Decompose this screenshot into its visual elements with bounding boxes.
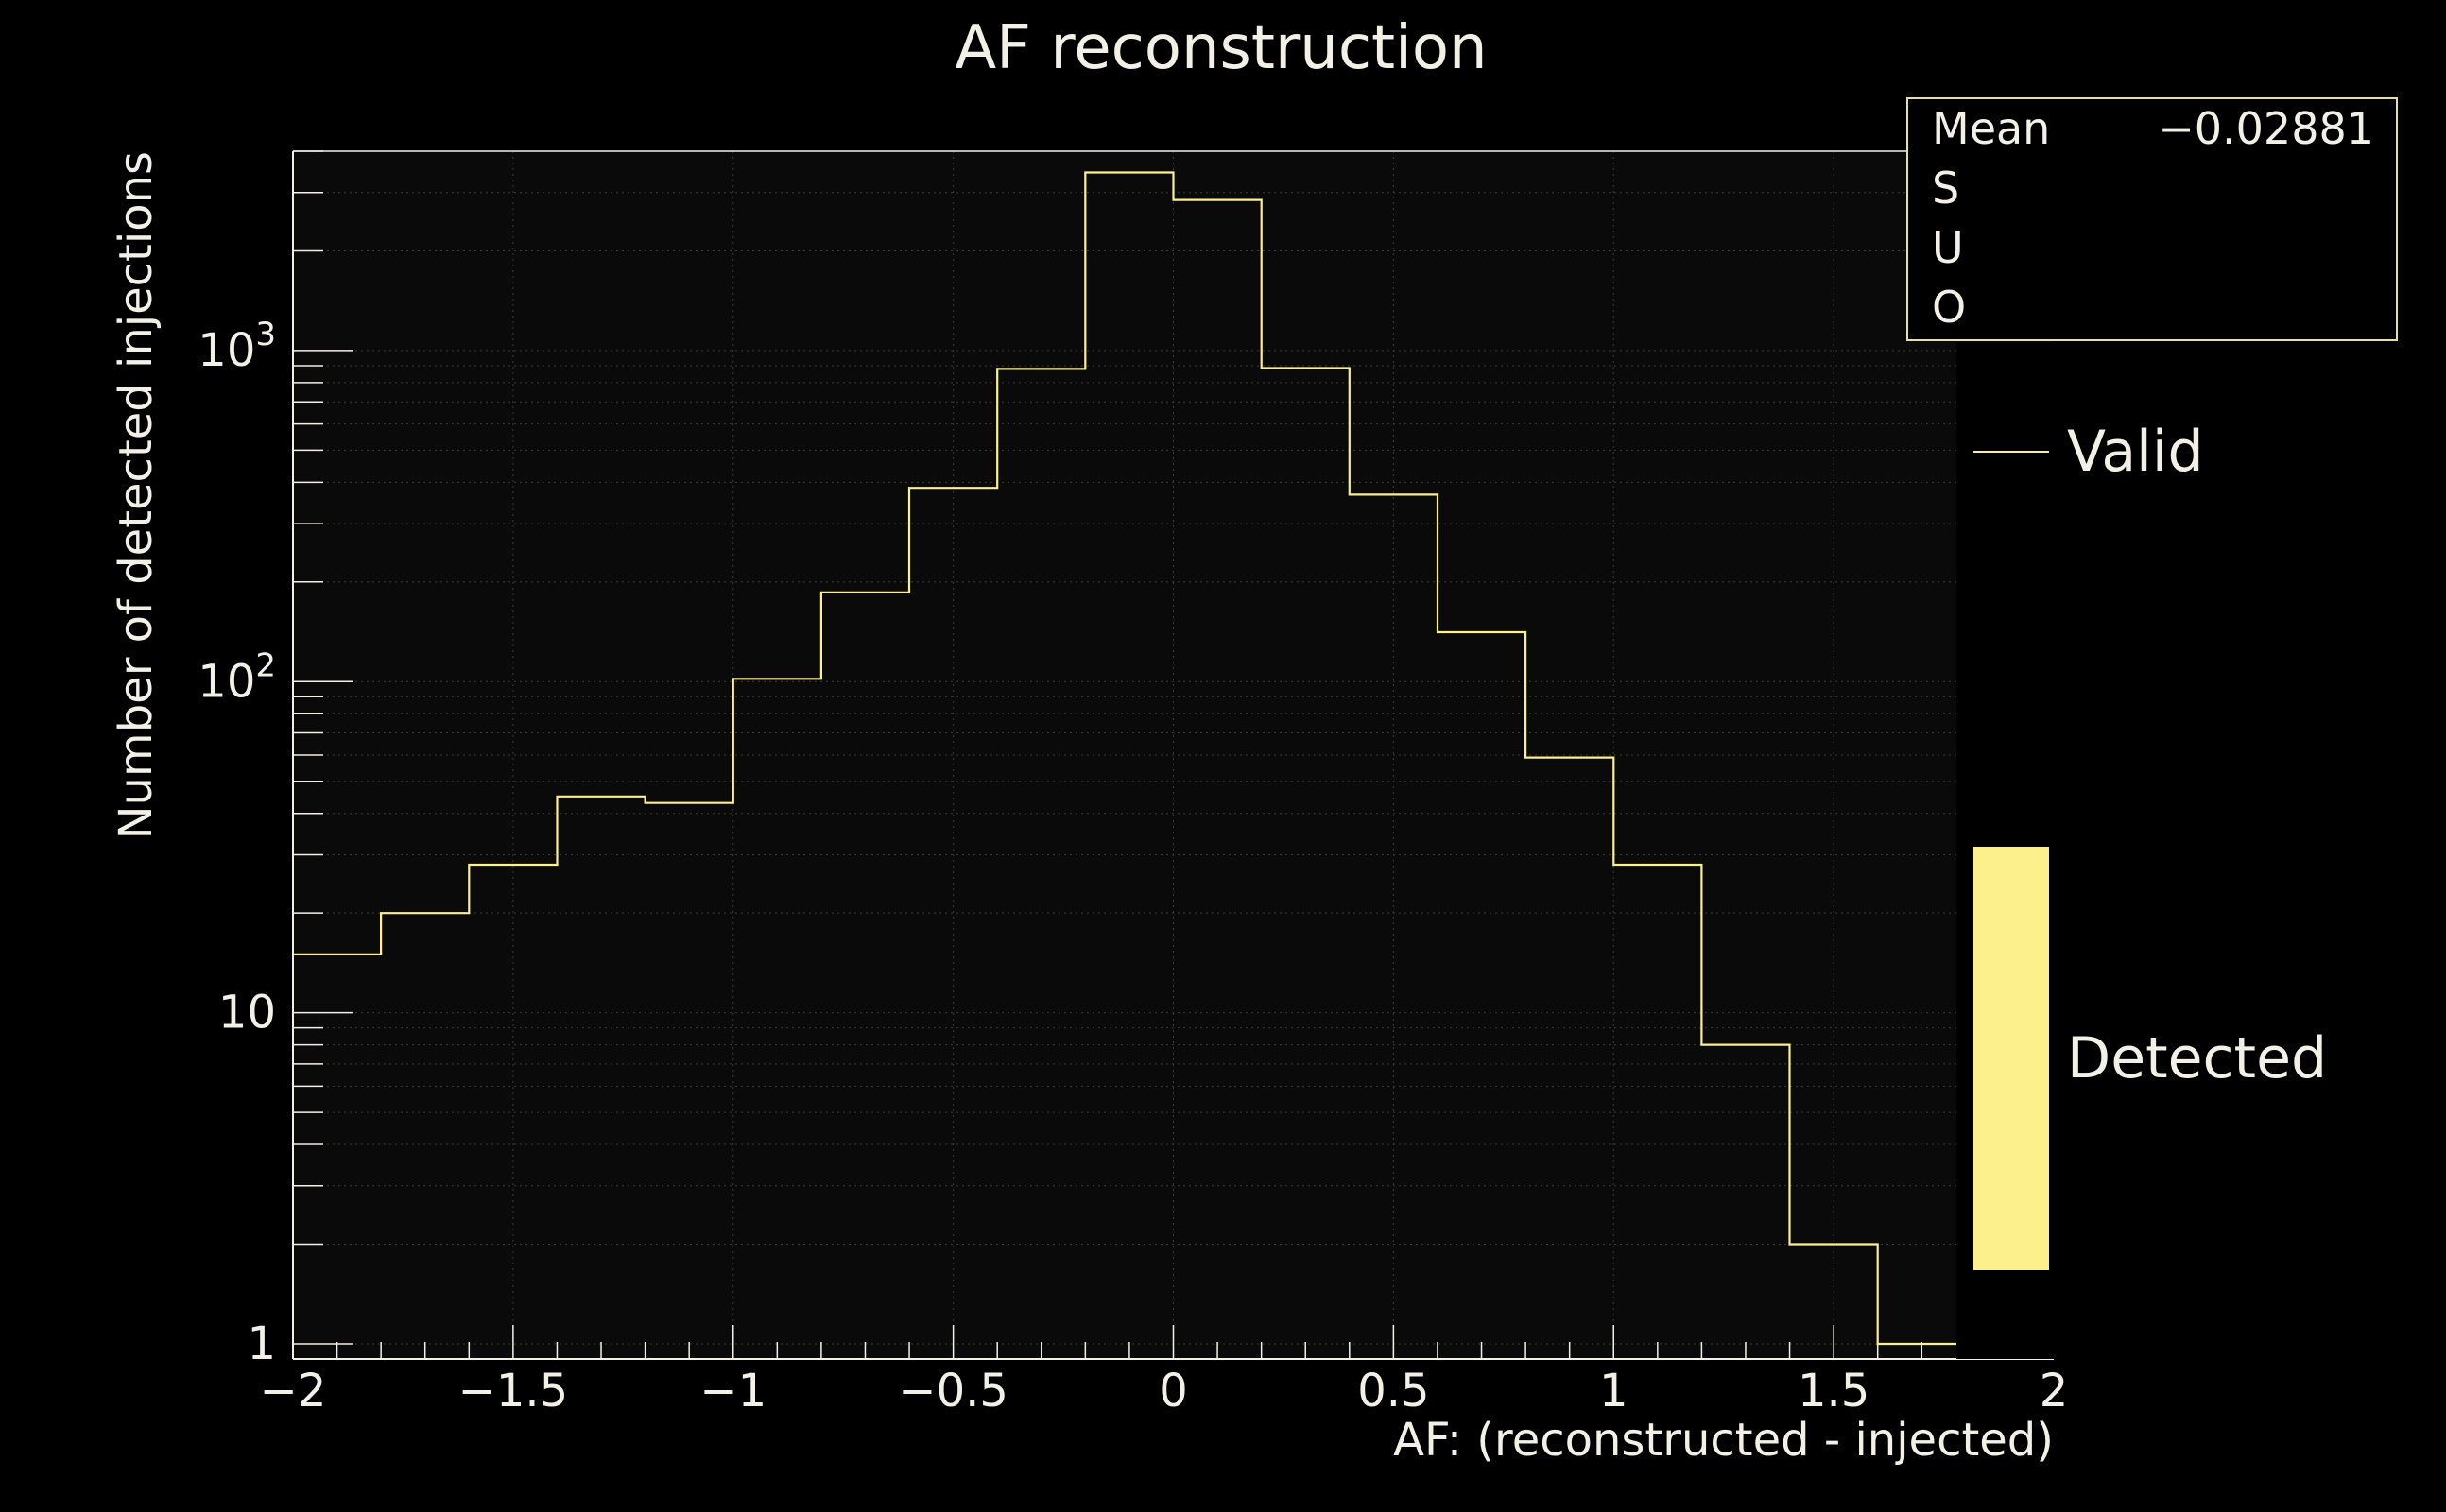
legend: Valid Detected: [1973, 419, 2327, 1270]
x-axis-label: AF: (reconstructed - injected): [1393, 1414, 2054, 1467]
y-tick-label: 103: [198, 316, 276, 377]
y-tick-label: 1: [247, 1317, 276, 1370]
stats-row-label: Mean: [1932, 103, 2050, 154]
stats-box: Mean −0.02881 S U O: [1906, 97, 2398, 341]
legend-detected-swatch: [1973, 847, 2049, 1270]
x-tick-label: −1.5: [458, 1365, 569, 1418]
stats-box-frame: [1906, 97, 2398, 341]
legend-detected-label: Detected: [2067, 1025, 2327, 1091]
x-tick-label: 1: [1599, 1365, 1628, 1418]
chart-title: AF reconstruction: [955, 13, 1487, 83]
x-tick-label: −0.5: [898, 1365, 1008, 1418]
y-axis-label: Number of detected injections: [110, 151, 163, 839]
x-tick-label: 1.5: [1798, 1365, 1869, 1418]
stats-row-label: U: [1932, 222, 1964, 273]
stats-row-value: −0.02881: [2158, 103, 2374, 154]
x-tick-label: −1: [699, 1365, 767, 1418]
data-series: [293, 171, 1966, 1346]
stats-row-label: O: [1932, 282, 1966, 333]
axes: −2 −1.5 −1 −0.5 0 0.5 1 1.5 2 1 10 102 103: [198, 150, 2069, 1418]
y-tick-label: 102: [198, 646, 276, 708]
x-tick-label: 2: [2040, 1365, 2069, 1418]
y-tick-label: 10: [218, 987, 276, 1040]
x-tick-label: −2: [260, 1365, 327, 1418]
legend-valid-label: Valid: [2067, 419, 2204, 485]
stats-row-label: S: [1932, 163, 1959, 214]
x-tick-label: 0.5: [1357, 1365, 1429, 1418]
x-tick-label: 0: [1159, 1365, 1188, 1418]
series-line-valid: [293, 171, 1966, 1346]
